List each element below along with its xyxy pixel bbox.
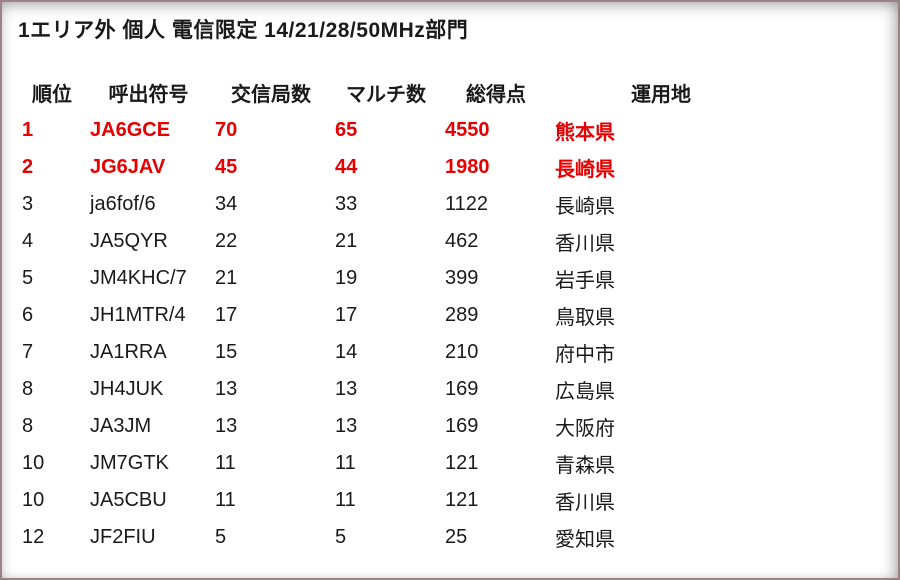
table-row: 8 JH4JUK 13 13 169 広島県: [18, 371, 771, 408]
cell-qso-count: 70: [215, 119, 238, 141]
cell-multi-count: 21: [335, 230, 358, 252]
results-table: 順位 呼出符号 交信局数 マルチ数 総得点 運用地 1 JA6GCE 70 65…: [18, 72, 771, 556]
cell-rank: 12: [22, 526, 45, 548]
cell-rank: 1: [22, 119, 34, 141]
cell-location: 熊本県: [555, 122, 615, 144]
cell-multi-count: 19: [335, 267, 358, 289]
cell-callsign: ja6fof/6: [90, 193, 156, 215]
cell-qso-count: 15: [215, 341, 238, 363]
cell-qso-count: 11: [215, 452, 236, 474]
cell-callsign: JA5CBU: [90, 489, 167, 511]
cell-rank: 8: [22, 378, 34, 400]
table-row: 7 JA1RRA 15 14 210 府中市: [18, 334, 771, 371]
table-row: 6 JH1MTR/4 17 17 289 鳥取県: [18, 297, 771, 334]
cell-score: 169: [445, 378, 479, 400]
cell-score: 399: [445, 267, 479, 289]
cell-score: 121: [445, 489, 479, 511]
table-row: 1 JA6GCE 70 65 4550 熊本県: [18, 112, 771, 149]
cell-score: 1980: [445, 156, 490, 178]
cell-callsign: JA3JM: [90, 415, 152, 437]
cell-rank: 8: [22, 415, 34, 437]
header-callsign: 呼出符号: [108, 83, 189, 106]
cell-location: 長崎県: [555, 196, 615, 218]
cell-callsign: JM7GTK: [90, 452, 169, 474]
cell-multi-count: 13: [335, 415, 358, 437]
cell-location: 香川県: [555, 492, 615, 514]
cell-multi-count: 65: [335, 119, 358, 141]
table-row: 10 JA5CBU 11 11 121 香川県: [18, 482, 771, 519]
cell-location: 愛知県: [555, 529, 615, 551]
cell-qso-count: 13: [215, 415, 238, 437]
cell-score: 169: [445, 415, 479, 437]
cell-multi-count: 5: [335, 526, 347, 548]
cell-score: 25: [445, 526, 468, 548]
cell-qso-count: 17: [215, 304, 238, 326]
cell-score: 121: [445, 452, 479, 474]
cell-qso-count: 5: [215, 526, 227, 548]
cell-rank: 3: [22, 193, 34, 215]
cell-multi-count: 14: [335, 341, 358, 363]
cell-callsign: JG6JAV: [90, 156, 166, 178]
page-title: 1エリア外 個人 電信限定 14/21/28/50MHz部門: [18, 19, 469, 42]
cell-score: 1122: [445, 193, 489, 215]
cell-callsign: JH4JUK: [90, 378, 164, 400]
cell-qso-count: 45: [215, 156, 238, 178]
header-score: 総得点: [466, 83, 526, 106]
table-row: 10 JM7GTK 11 11 121 青森県: [18, 445, 771, 482]
cell-score: 210: [445, 341, 479, 363]
cell-rank: 2: [22, 156, 34, 178]
cell-qso-count: 13: [215, 378, 238, 400]
header-qso-count: 交信局数: [231, 83, 311, 106]
table-header-row: 順位 呼出符号 交信局数 マルチ数 総得点 運用地: [18, 72, 771, 112]
cell-rank: 6: [22, 304, 34, 326]
cell-callsign: JH1MTR/4: [90, 304, 186, 326]
cell-callsign: JF2FIU: [90, 526, 156, 548]
cell-location: 広島県: [555, 381, 615, 403]
table-row: 12 JF2FIU 5 5 25 愛知県: [18, 519, 771, 556]
table-row: 8 JA3JM 13 13 169 大阪府: [18, 408, 771, 445]
cell-qso-count: 22: [215, 230, 238, 252]
cell-score: 462: [445, 230, 479, 252]
cell-location: 香川県: [555, 233, 615, 255]
cell-multi-count: 44: [335, 156, 358, 178]
cell-location: 府中市: [555, 344, 615, 366]
cell-qso-count: 34: [215, 193, 238, 215]
cell-multi-count: 13: [335, 378, 358, 400]
cell-callsign: JA5QYR: [90, 230, 168, 252]
table-row: 4 JA5QYR 22 21 462 香川県: [18, 223, 771, 260]
cell-location: 岩手県: [555, 270, 615, 292]
cell-location: 青森県: [555, 455, 615, 477]
cell-callsign: JA1RRA: [90, 341, 167, 363]
cell-score: 4550: [445, 119, 490, 141]
header-rank: 順位: [32, 83, 72, 106]
table-row: 5 JM4KHC/7 21 19 399 岩手県: [18, 260, 771, 297]
cell-rank: 7: [22, 341, 34, 363]
cell-location: 長崎県: [555, 159, 615, 181]
cell-qso-count: 21: [215, 267, 238, 289]
cell-rank: 5: [22, 267, 34, 289]
cell-multi-count: 17: [335, 304, 358, 326]
cell-rank: 10: [22, 452, 45, 474]
cell-rank: 10: [22, 489, 45, 511]
cell-rank: 4: [22, 230, 34, 252]
cell-location: 大阪府: [555, 418, 615, 440]
table-row: 3 ja6fof/6 34 33 1122 長崎県: [18, 186, 771, 223]
cell-location: 鳥取県: [555, 307, 615, 329]
cell-score: 289: [445, 304, 479, 326]
cell-callsign: JA6GCE: [90, 119, 171, 141]
header-multi-count: マルチ数: [346, 83, 426, 106]
cell-qso-count: 11: [215, 489, 236, 511]
cell-multi-count: 11: [335, 452, 356, 474]
cell-multi-count: 33: [335, 193, 358, 215]
table-row: 2 JG6JAV 45 44 1980 長崎県: [18, 149, 771, 186]
cell-callsign: JM4KHC/7: [90, 267, 187, 289]
cell-multi-count: 11: [335, 489, 356, 511]
header-location: 運用地: [631, 83, 691, 106]
